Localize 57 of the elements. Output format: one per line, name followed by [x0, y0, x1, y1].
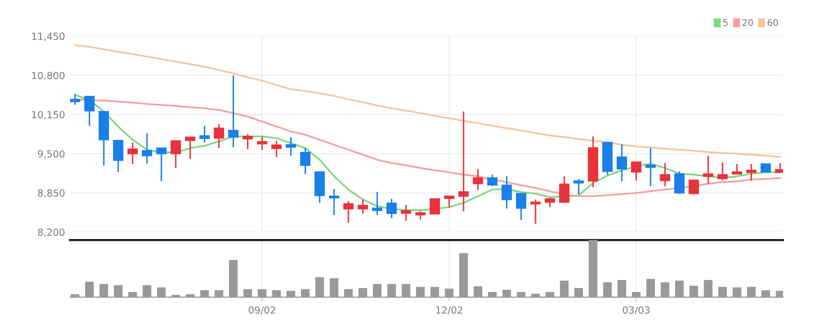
candlestick [444, 196, 454, 208]
candlestick [472, 168, 484, 191]
candlestick [544, 197, 556, 208]
candlestick [214, 123, 224, 149]
y-tick-label: 8,200 [38, 228, 64, 237]
x-tick-label: 03/03 [622, 306, 650, 314]
candlestick [616, 144, 627, 182]
candlestick [142, 132, 152, 164]
candlestick [286, 136, 296, 156]
candlestick [530, 198, 541, 224]
candlestick [184, 136, 196, 160]
candlestick [170, 140, 181, 169]
candlestick [314, 171, 325, 204]
candlestick [328, 188, 340, 216]
candlestick [458, 110, 469, 212]
y-tick-label: 9,500 [38, 150, 64, 159]
legend-label: 20 [742, 19, 753, 26]
x-tick-label: 09/02 [248, 306, 276, 314]
candlestick [386, 198, 397, 219]
candlestick [400, 204, 412, 222]
candlestick [156, 147, 167, 182]
candlestick [674, 170, 685, 195]
y-tick-label: 8,850 [38, 189, 64, 198]
candlestick [717, 162, 728, 182]
candlestick [430, 198, 440, 214]
candlestick [516, 192, 526, 221]
y-tick-label: 10,150 [32, 111, 64, 120]
candlestick [502, 176, 512, 210]
candlestick [70, 93, 80, 106]
candlestick [688, 178, 699, 196]
candlestick [343, 200, 354, 224]
legend-label: 5 [723, 19, 728, 26]
candlestick [487, 174, 498, 187]
candlestick [84, 96, 95, 127]
candlestick [358, 198, 368, 214]
candlestick [199, 125, 210, 144]
y-tick-label: 10,800 [32, 72, 64, 80]
candlestick [631, 161, 642, 182]
candlestick [746, 163, 757, 182]
candlestick [574, 178, 584, 196]
candlestick [127, 142, 138, 165]
candlestick [660, 162, 670, 187]
line-series [74, 44, 781, 158]
candlestick [113, 140, 124, 173]
legend-label: 60 [768, 19, 778, 26]
candlestick [645, 147, 656, 187]
candlestick [559, 176, 570, 203]
candlestick [703, 155, 714, 184]
candlestick [300, 147, 310, 175]
candlestick [256, 136, 268, 150]
candlestick [732, 163, 742, 175]
candlestick [242, 133, 253, 150]
x-tick-label: 12/02 [436, 306, 462, 314]
y-tick-label: 11,450 [32, 32, 64, 42]
candlestick [271, 140, 282, 158]
candlestick [372, 191, 382, 216]
candlestick [228, 74, 238, 148]
